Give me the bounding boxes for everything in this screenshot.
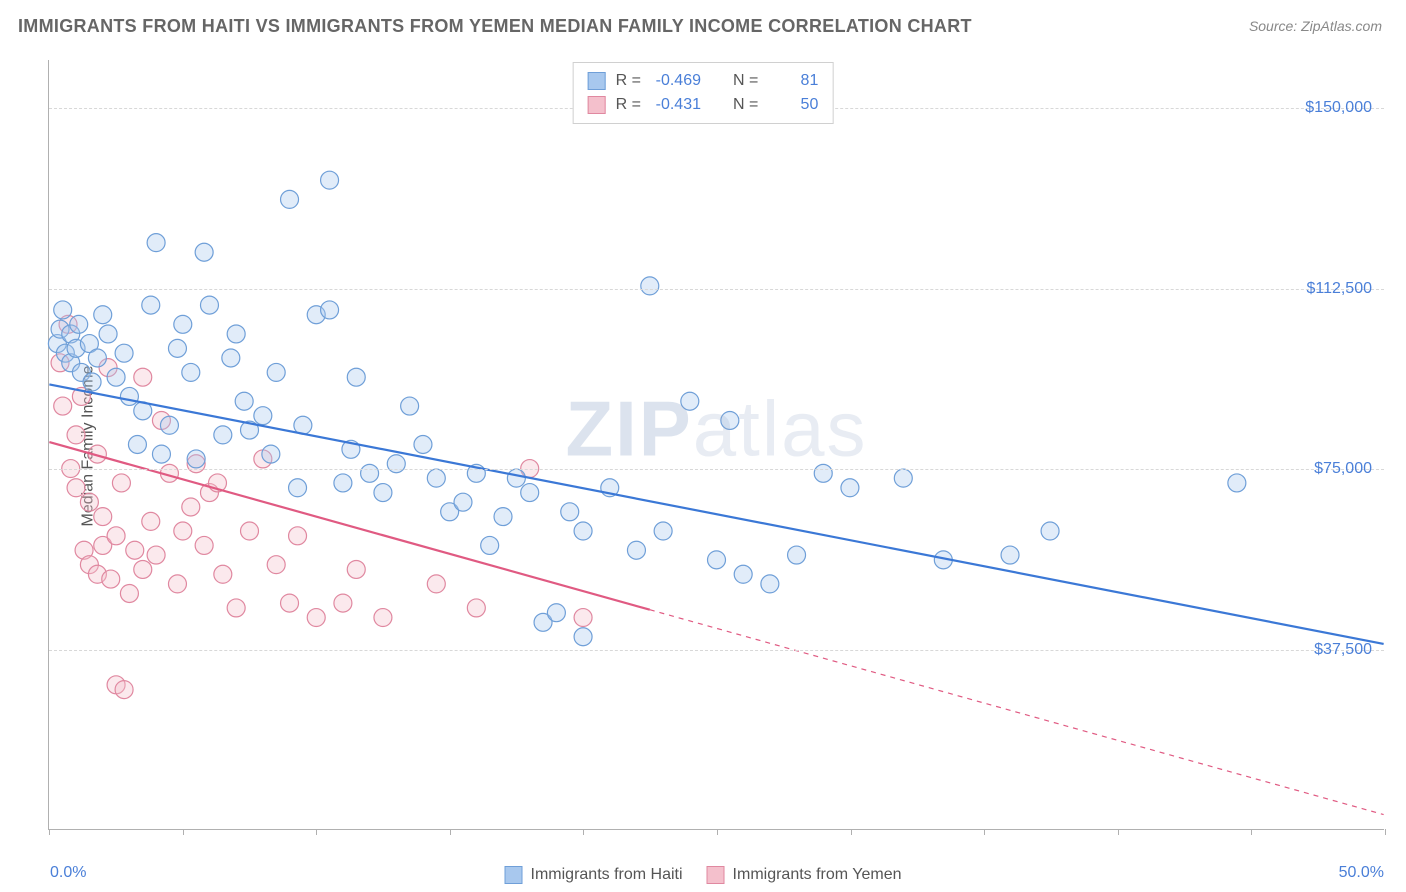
swatch-haiti <box>588 72 606 90</box>
legend-swatch-haiti <box>505 866 523 884</box>
legend-item-haiti: Immigrants from Haiti <box>505 866 683 884</box>
swatch-yemen <box>588 96 606 114</box>
legend-bottom: Immigrants from Haiti Immigrants from Ye… <box>505 866 902 884</box>
legend-label-haiti: Immigrants from Haiti <box>531 866 683 884</box>
x-axis-min-label: 0.0% <box>50 864 86 882</box>
stats-row-haiti: R = -0.469 N = 81 <box>588 69 819 93</box>
legend-swatch-yemen <box>707 866 725 884</box>
legend-label-yemen: Immigrants from Yemen <box>733 866 902 884</box>
y-tick-label: $75,000 <box>1314 460 1372 478</box>
chart-container: IMMIGRANTS FROM HAITI VS IMMIGRANTS FROM… <box>0 0 1406 892</box>
plot-svg <box>49 60 1384 829</box>
n-value-yemen: 50 <box>768 93 818 117</box>
r-value-haiti: -0.469 <box>651 69 701 93</box>
source-credit: Source: ZipAtlas.com <box>1249 18 1382 34</box>
y-tick-label: $37,500 <box>1314 641 1372 659</box>
plot-area: ZIPatlas $37,500$75,000$112,500$150,000 <box>48 60 1384 830</box>
stats-legend-box: R = -0.469 N = 81 R = -0.431 N = 50 <box>573 62 834 124</box>
x-axis-max-label: 50.0% <box>1339 864 1384 882</box>
chart-title: IMMIGRANTS FROM HAITI VS IMMIGRANTS FROM… <box>18 16 972 37</box>
legend-item-yemen: Immigrants from Yemen <box>707 866 902 884</box>
r-value-yemen: -0.431 <box>651 93 701 117</box>
n-value-haiti: 81 <box>768 69 818 93</box>
y-tick-label: $150,000 <box>1305 99 1372 117</box>
y-tick-label: $112,500 <box>1306 280 1372 298</box>
stats-row-yemen: R = -0.431 N = 50 <box>588 93 819 117</box>
